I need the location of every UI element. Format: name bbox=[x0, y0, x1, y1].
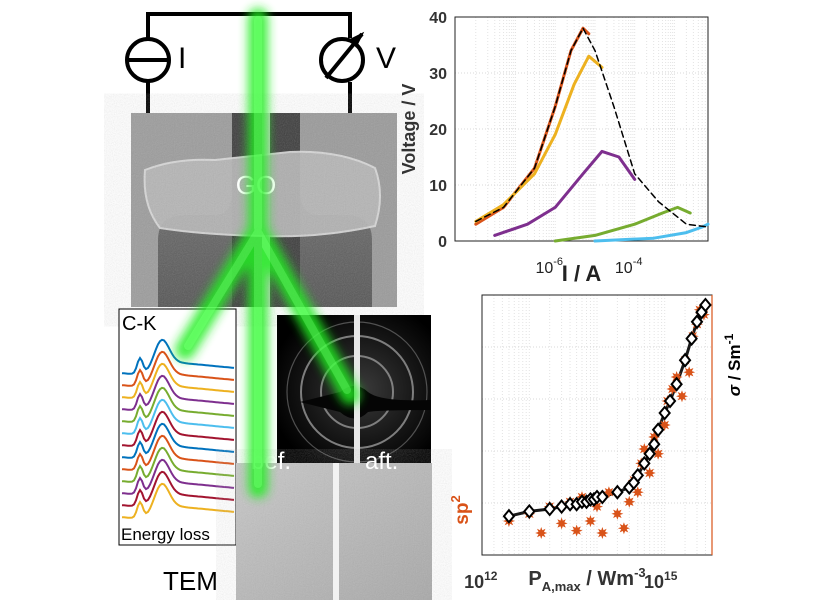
v-series-green bbox=[553, 205, 692, 243]
eels-spectrum-6 bbox=[121, 410, 235, 447]
eels-spectrum-4 bbox=[121, 386, 235, 423]
current-label: I bbox=[178, 42, 187, 75]
setup-schematic: GO C-K Energy loss bef. aft. TEM bbox=[118, 8, 432, 600]
sp2-point bbox=[584, 515, 597, 527]
sp2-point bbox=[617, 522, 630, 535]
v-series-cyan bbox=[593, 222, 710, 243]
sigma-point bbox=[502, 508, 516, 524]
sigma-point bbox=[611, 484, 624, 500]
voltage-chart: 0 10 20 30 40 10-6 10-4 I / A Voltage / V bbox=[400, 10, 710, 286]
v-ytick: 0 bbox=[438, 234, 447, 251]
eels-spectrum-7 bbox=[121, 422, 235, 459]
tem-label: TEM bbox=[163, 566, 218, 596]
sp2-point bbox=[623, 495, 636, 508]
v-series-purple bbox=[493, 149, 637, 237]
sp2-point bbox=[631, 486, 644, 499]
sp2-point bbox=[611, 507, 624, 520]
v-ylabel: Voltage / V bbox=[400, 84, 419, 175]
sigma-point bbox=[647, 436, 661, 452]
sp2-point bbox=[570, 524, 583, 537]
voltmeter-icon bbox=[319, 31, 365, 83]
sigma-point bbox=[690, 314, 704, 330]
v-series-yellow bbox=[474, 54, 604, 223]
v-xlabel: I / A bbox=[562, 261, 602, 286]
v-ytick: 20 bbox=[429, 122, 447, 139]
sigma-point bbox=[523, 503, 536, 519]
sp2-point bbox=[643, 467, 656, 479]
current-source-icon bbox=[125, 37, 171, 83]
v-xtick: 10-6 bbox=[535, 256, 563, 277]
sp2-point bbox=[652, 447, 665, 460]
v-series-black bbox=[475, 27, 709, 228]
eels-spectrum-8 bbox=[121, 434, 235, 471]
s-xtick: 1015 bbox=[644, 569, 678, 592]
sigma-point bbox=[631, 467, 645, 483]
eels-spectrum-1 bbox=[121, 350, 235, 387]
eels-spectrum-10 bbox=[121, 458, 235, 495]
sigma-point bbox=[643, 446, 656, 462]
v-ytick: 30 bbox=[429, 66, 447, 83]
sigma-point bbox=[638, 455, 651, 471]
s-xlabel: PA,max / Wm-3 bbox=[528, 565, 645, 594]
sigma-point bbox=[555, 499, 568, 515]
s-ylabel-sigma: σ / Sm-1 bbox=[722, 333, 744, 396]
sp2-point bbox=[555, 517, 568, 530]
s-xtick: 1012 bbox=[464, 569, 498, 592]
sp2-point bbox=[596, 527, 609, 539]
sigma-point bbox=[663, 393, 677, 409]
sigma-point bbox=[685, 331, 698, 347]
diffraction-after-label: aft. bbox=[365, 448, 398, 475]
eels-spectrum-3 bbox=[121, 374, 235, 411]
sigma-point bbox=[678, 352, 692, 368]
sigma-point bbox=[543, 501, 556, 517]
s-ylabel-sp2: sp2 bbox=[448, 495, 473, 524]
sigma-point bbox=[670, 376, 683, 392]
eels-spectrum-0 bbox=[121, 338, 235, 375]
sp2-point bbox=[535, 527, 548, 539]
eels-spectrum-5 bbox=[121, 398, 235, 435]
voltage-label: V bbox=[376, 42, 397, 75]
v-xtick: 10-4 bbox=[615, 256, 643, 277]
v-series-red bbox=[474, 26, 591, 226]
eels-spectrum-2 bbox=[121, 362, 235, 399]
sigma-point bbox=[658, 405, 671, 421]
sigma-point bbox=[699, 297, 712, 313]
eels-spectrum-9 bbox=[121, 446, 235, 483]
v-ytick: 10 bbox=[429, 178, 447, 195]
sigma-point bbox=[596, 489, 609, 505]
sp2-point bbox=[676, 390, 688, 403]
eels-spectrum-12 bbox=[121, 482, 235, 519]
v-ytick: 40 bbox=[429, 10, 447, 27]
eels-title: C-K bbox=[122, 313, 157, 335]
v-axes-box bbox=[454, 16, 709, 242]
eels-spectrum-11 bbox=[121, 470, 235, 507]
laser-beams bbox=[175, 8, 360, 498]
eels-xlabel: Energy loss bbox=[121, 525, 210, 544]
tem-image bbox=[236, 463, 432, 600]
sigma-point bbox=[651, 422, 665, 438]
sp2-point bbox=[683, 366, 696, 379]
s-sigma-line bbox=[508, 304, 707, 518]
